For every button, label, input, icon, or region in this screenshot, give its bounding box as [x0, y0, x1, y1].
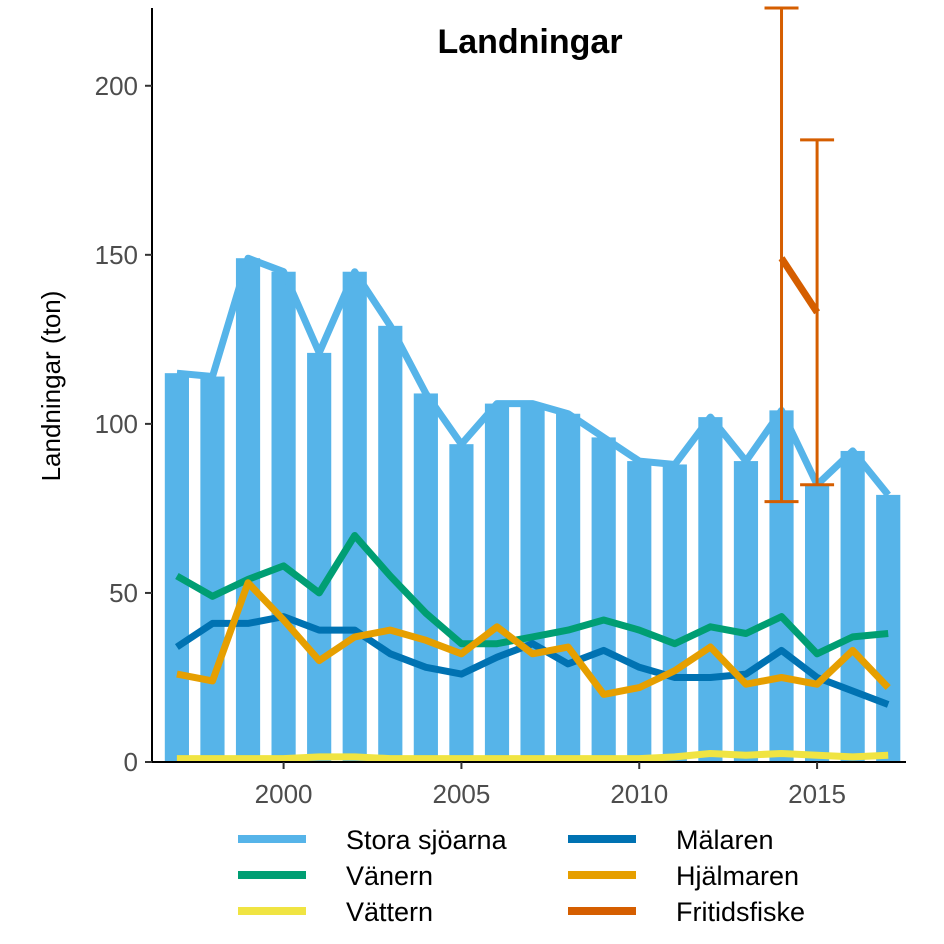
bar-2004: [413, 393, 438, 762]
y-tick-label-200: 200: [95, 71, 138, 101]
y-tick-label-150: 150: [95, 240, 138, 270]
legend-item-stora-sj-arna: Stora sjöarna: [238, 825, 508, 855]
legend-label-v-nern: Vänern: [346, 861, 433, 891]
axes-layer: 0 50 100 150 200 2000 2005 2010 2015: [95, 8, 906, 809]
line-fritidsfiske: [778, 256, 821, 315]
x-tick-label-2000: 2000: [255, 779, 313, 809]
errorbar-fritidsfiske-2014: [764, 6, 799, 504]
errorbar-fritidsfiske-2015: [800, 138, 835, 487]
bar-2008: [556, 413, 581, 762]
bar-2012: [698, 417, 723, 762]
line-v-ttern: [176, 750, 889, 763]
line-hj-lmaren: [176, 579, 891, 698]
legend-label-v-ttern: Vättern: [346, 897, 433, 927]
bar-2002: [342, 271, 367, 762]
x-tick-label-2015: 2015: [788, 779, 846, 809]
bar-1998: [200, 376, 225, 762]
legend-item-v-nern: Vänern: [238, 861, 433, 891]
legend: Stora sjöarna Mälaren Vänern Hjälmaren Vätte…: [238, 825, 805, 927]
bar-2006: [484, 403, 510, 762]
x-tick-label-2005: 2005: [433, 779, 491, 809]
chart-title: Landningar: [437, 23, 622, 61]
bar-2010: [627, 461, 652, 762]
bar-2011: [662, 464, 687, 762]
bar-2005: [449, 444, 474, 762]
y-tick-label-0: 0: [124, 747, 138, 777]
lines-layer: [174, 6, 891, 763]
bar-2009: [591, 437, 616, 762]
bar-2000: [271, 271, 296, 762]
line-m-laren: [174, 613, 890, 708]
y-tick-label-50: 50: [109, 578, 138, 608]
bar-2017: [876, 494, 901, 762]
y-tick-label-100: 100: [95, 409, 138, 439]
bar-2007: [520, 403, 545, 762]
bar-1997: [164, 373, 189, 762]
legend-label-fritidsfiske: Fritidsfiske: [676, 897, 805, 927]
bar-2016: [840, 450, 865, 762]
bar-2001: [307, 352, 332, 762]
legend-item-fritidsfiske: Fritidsfiske: [568, 897, 805, 927]
legend-label-stora-sj-arna: Stora sjöarna: [346, 825, 508, 855]
bar-2013: [733, 461, 759, 762]
line-v-nern: [175, 532, 889, 658]
legend-item-m-laren: Mälaren: [568, 825, 774, 855]
line-stora-sj-arna: [176, 254, 891, 498]
bar-1999: [235, 258, 261, 762]
y-axis-title: Landningar (ton): [36, 291, 66, 482]
legend-label-hj-lmaren: Hjälmaren: [676, 861, 799, 891]
legend-item-v-ttern: Vättern: [238, 897, 433, 927]
bars-layer: [164, 258, 901, 762]
bar-2015: [804, 484, 830, 762]
bar-2003: [378, 325, 403, 762]
x-tick-label-2010: 2010: [610, 779, 668, 809]
legend-label-m-laren: Mälaren: [676, 825, 774, 855]
legend-item-hj-lmaren: Hjälmaren: [568, 861, 799, 891]
